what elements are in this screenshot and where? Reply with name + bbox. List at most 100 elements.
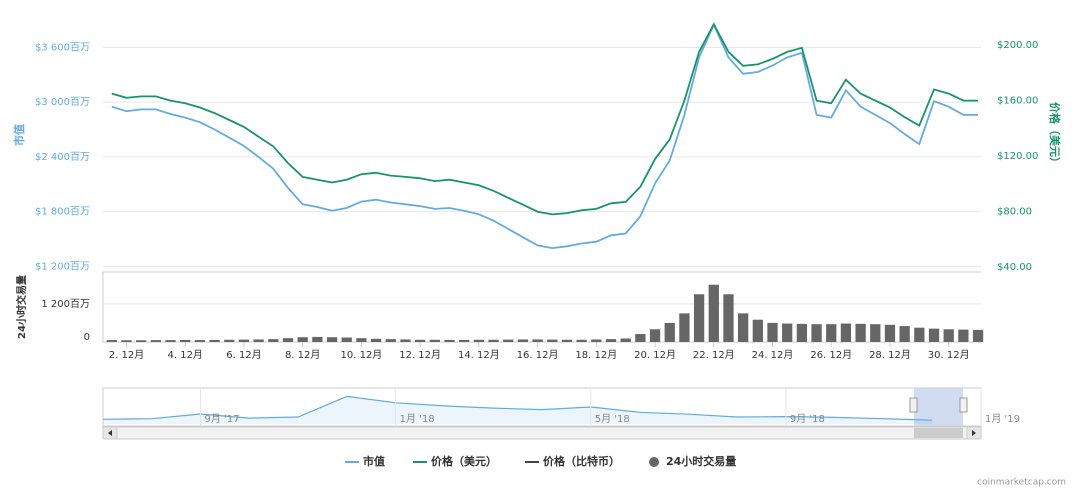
legend-label[interactable]: 价格（美元） [431, 454, 497, 468]
volume-bar [106, 340, 117, 342]
volume-bar [194, 340, 206, 342]
y2-tick-label: $120.00 [997, 151, 1038, 162]
navigator-handle[interactable] [959, 397, 968, 413]
y-tick-label: $2 400百万 [35, 151, 90, 163]
volume-bar [312, 336, 323, 342]
volume-bar [488, 339, 499, 342]
x-tick-label: 24. 12月 [752, 349, 794, 361]
volume-bar [899, 326, 910, 342]
x-tick-label: 8. 12月 [285, 349, 320, 361]
x-tick-label: 22. 12月 [693, 349, 735, 361]
scrollbar-track[interactable] [102, 426, 982, 440]
volume-bar [811, 324, 822, 342]
navigator-line [102, 395, 933, 421]
volume-bar [180, 339, 191, 342]
volume-bar [326, 337, 338, 342]
volume-axis-title: 24小时交易量 [15, 275, 28, 339]
volume-bar [855, 323, 866, 342]
volume-bar [576, 339, 587, 342]
x-tick-label: 2. 12月 [109, 349, 144, 361]
series-line [111, 22, 979, 216]
volume-bar [150, 340, 161, 342]
navigator-tick-label: 9月 '18 [790, 413, 825, 425]
y-tick-label: $1 200百万 [35, 260, 90, 272]
x-tick-label: 18. 12月 [575, 349, 617, 361]
volume-bar [972, 329, 984, 342]
volume-bar [121, 340, 132, 342]
volume-bar [928, 328, 940, 342]
x-tick-label: 28. 12月 [869, 349, 911, 361]
volume-bar [679, 313, 690, 342]
volume-bar [136, 340, 147, 342]
volume-bar [429, 339, 440, 342]
y-axis-title: 市值 [12, 124, 26, 146]
volume-bar [693, 294, 705, 342]
x-tick-label: 14. 12月 [458, 349, 500, 361]
volume-bar [385, 339, 396, 342]
volume-bar [459, 339, 470, 342]
x-tick-label: 20. 12月 [634, 349, 676, 361]
volume-bar [605, 339, 617, 342]
volume-bar [723, 294, 734, 342]
scrollbar-thumb[interactable] [914, 428, 963, 438]
volume-bar [282, 338, 294, 342]
volume-bar [914, 327, 925, 342]
x-tick-label: 10. 12月 [341, 349, 383, 361]
volume-bar [165, 340, 176, 342]
y2-tick-label: $160.00 [997, 96, 1038, 107]
y2-axis-title: 价格（美元） [1048, 102, 1062, 168]
navigator-tick-label: 5月 '18 [595, 413, 630, 425]
volume-bar [473, 339, 485, 342]
volume-bar [268, 339, 279, 342]
volume-bar [444, 339, 455, 342]
volume-bar [253, 339, 264, 342]
credits: coinmarketcap.com [977, 478, 1066, 488]
x-tick-label: 6. 12月 [226, 349, 261, 361]
volume-bar [767, 322, 778, 342]
series-line [111, 22, 979, 250]
volume-bar [517, 339, 529, 342]
x-tick-label: 16. 12月 [517, 349, 559, 361]
y-tick-label: $1 800百万 [35, 206, 90, 218]
volume-bar [826, 324, 837, 342]
navigator-tick-label: 9月 '17 [205, 413, 240, 425]
x-tick-label: 30. 12月 [928, 349, 970, 361]
volume-bar [224, 339, 235, 342]
volume-bar [547, 339, 558, 342]
volume-bar [782, 323, 793, 342]
volume-bar [532, 339, 543, 342]
volume-bar [870, 324, 881, 342]
volume-bar [238, 339, 250, 342]
volume-bar [503, 339, 514, 342]
x-tick-label: 4. 12月 [167, 349, 202, 361]
legend-symbol [649, 457, 659, 467]
volume-bar [708, 284, 719, 342]
volume-bar [752, 319, 763, 342]
volume-bar [958, 329, 969, 342]
volume-bar [738, 313, 749, 342]
volume-bar [943, 329, 954, 342]
y-tick-label: $3 600百万 [35, 41, 90, 53]
volume-bar [561, 339, 573, 342]
navigator-tick-label: 1月 '18 [400, 413, 435, 425]
volume-bar [620, 338, 631, 342]
volume-bar [840, 323, 852, 342]
volume-bar [209, 339, 220, 342]
legend-label[interactable]: 价格（比特币） [543, 454, 620, 468]
volume-bar [356, 338, 367, 342]
y-tick-label: $3 000百万 [35, 96, 90, 108]
navigator-tick-label: 1月 '19 [985, 413, 1020, 425]
volume-bar [635, 334, 646, 342]
volume-tick-label: 0 [84, 332, 90, 343]
x-tick-label: 12. 12月 [399, 349, 441, 361]
volume-bar [591, 339, 602, 342]
y2-tick-label: $80.00 [997, 207, 1032, 218]
scroll-right-arrow [972, 430, 976, 436]
y2-tick-label: $40.00 [997, 262, 1032, 273]
navigator-area [103, 396, 933, 424]
volume-bar [664, 322, 675, 342]
legend-label[interactable]: 24小时交易量 [666, 454, 736, 468]
legend-label[interactable]: 市值 [363, 454, 385, 468]
navigator-handle[interactable] [909, 397, 918, 413]
